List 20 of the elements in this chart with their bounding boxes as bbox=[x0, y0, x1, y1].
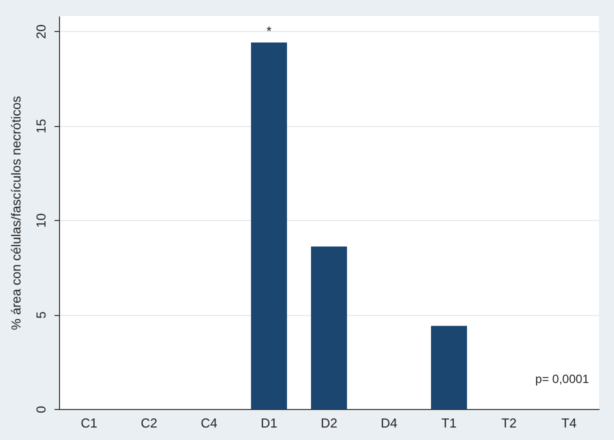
y-tick-label: 10 bbox=[34, 213, 48, 228]
x-tick-label: T2 bbox=[501, 416, 517, 430]
y-axis-title: % área con células/fascículos necróticos bbox=[8, 95, 24, 330]
y-tick-label: 15 bbox=[34, 118, 48, 134]
annotation: * bbox=[266, 23, 272, 38]
bar bbox=[251, 42, 287, 409]
x-tick-label: T1 bbox=[441, 416, 457, 430]
annotation: p= 0,0001 bbox=[535, 372, 590, 386]
x-tick-label: T4 bbox=[561, 416, 577, 430]
y-tick-label: 0 bbox=[34, 406, 48, 414]
x-tick-label: D2 bbox=[320, 416, 338, 430]
y-tick-label: 5 bbox=[34, 311, 48, 319]
x-tick-label: D1 bbox=[260, 416, 278, 430]
x-tick-label: D4 bbox=[380, 416, 398, 430]
x-tick-label: C2 bbox=[140, 416, 158, 430]
bar bbox=[431, 326, 467, 409]
bar bbox=[311, 246, 347, 409]
y-tick-label: 20 bbox=[34, 24, 48, 39]
x-tick-label: C1 bbox=[80, 416, 98, 430]
x-tick-label: C4 bbox=[200, 416, 218, 430]
